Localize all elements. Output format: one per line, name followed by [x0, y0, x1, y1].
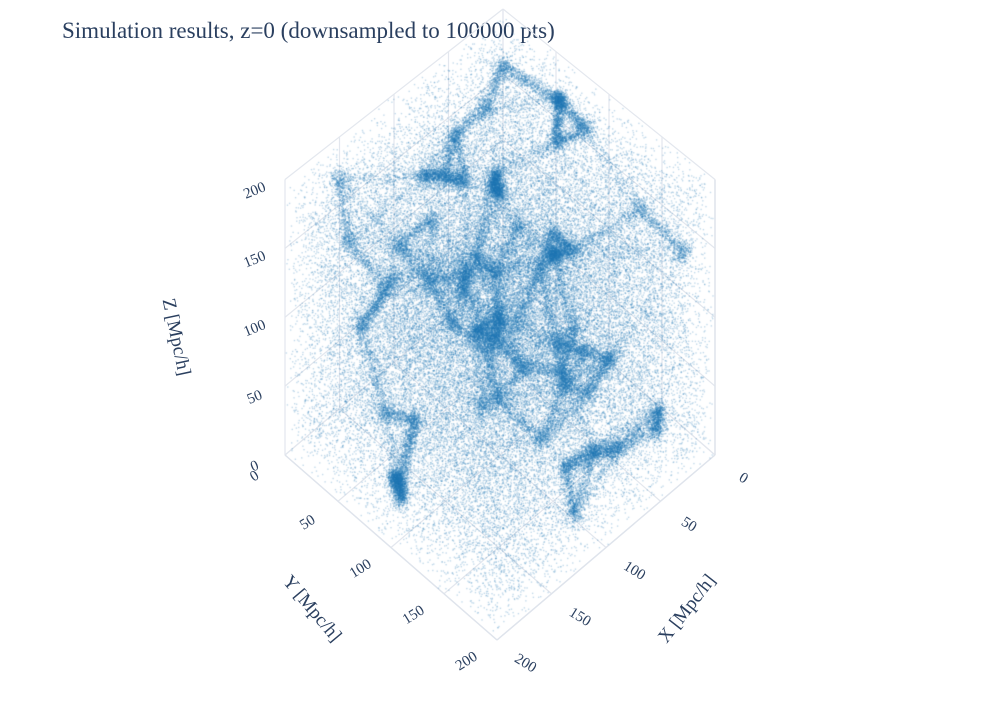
grid-line-floor-y	[390, 362, 610, 548]
axis-edges	[284, 179, 716, 641]
y-axis-edge	[496, 454, 716, 641]
grid-line-floor-y	[443, 408, 663, 595]
x-axis-edge	[284, 454, 498, 641]
grid-line-floor-y	[337, 315, 557, 502]
grid-lines	[284, 8, 716, 641]
